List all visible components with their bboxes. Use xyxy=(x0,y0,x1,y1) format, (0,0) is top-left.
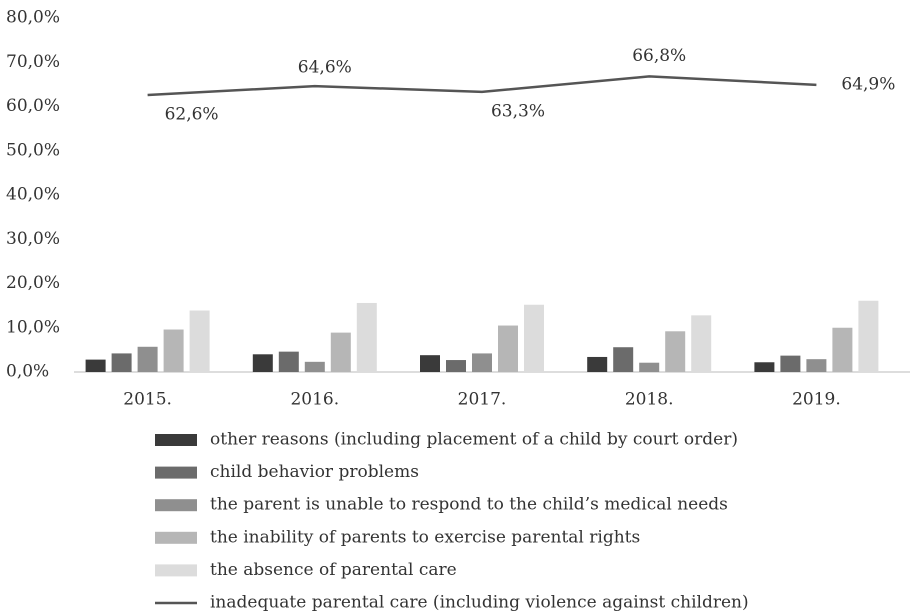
bar xyxy=(304,361,325,372)
x-tick-label: 2015. xyxy=(123,390,172,410)
bar xyxy=(613,347,634,372)
legend-swatch xyxy=(155,466,197,479)
x-tick-label: 2016. xyxy=(290,390,339,410)
y-tick-label: 0,0% xyxy=(6,362,49,382)
bar xyxy=(137,346,158,372)
bar xyxy=(587,356,608,372)
line xyxy=(147,75,817,97)
bar xyxy=(163,329,184,372)
legend-swatch xyxy=(155,564,197,577)
bar xyxy=(472,353,492,372)
x-tick-label: 2019. xyxy=(792,390,841,410)
x-tick-label: 2018. xyxy=(625,390,674,410)
bar xyxy=(189,310,210,372)
bar xyxy=(356,302,377,372)
data-label: 62,6% xyxy=(165,104,219,124)
legend-label: inadequate parental care (including viol… xyxy=(210,593,749,611)
bar xyxy=(278,351,299,372)
bar xyxy=(665,331,686,372)
legend-label: other reasons (including placement of a … xyxy=(210,430,738,450)
bar xyxy=(858,300,879,372)
legend-swatch xyxy=(155,531,197,544)
bar xyxy=(639,362,660,372)
data-label: 63,3% xyxy=(491,101,545,121)
legend-swatch xyxy=(155,499,197,512)
bar xyxy=(498,325,518,372)
data-label: 66,8% xyxy=(632,46,686,66)
bar xyxy=(806,359,827,372)
bar xyxy=(330,332,351,372)
bar xyxy=(754,362,775,372)
legend-label: the parent is unable to respond to the c… xyxy=(210,495,728,515)
legend-label: the absence of parental care xyxy=(210,560,457,580)
y-tick-label: 20,0% xyxy=(6,273,60,293)
y-tick-label: 60,0% xyxy=(6,96,60,116)
x-tick-label: 2017. xyxy=(458,390,507,410)
legend-label: child behavior problems xyxy=(210,462,419,482)
bar xyxy=(691,315,712,372)
bar xyxy=(420,355,440,372)
y-tick-label: 10,0% xyxy=(6,317,60,337)
y-tick-label: 40,0% xyxy=(6,185,60,205)
y-tick-label: 80,0% xyxy=(6,8,60,28)
y-tick-label: 30,0% xyxy=(6,229,60,249)
data-label: 64,6% xyxy=(298,58,352,78)
bar xyxy=(832,327,853,372)
bar xyxy=(446,360,466,372)
bar xyxy=(780,355,801,372)
bar xyxy=(252,354,273,372)
legend-swatch xyxy=(155,434,197,446)
bar xyxy=(524,304,544,372)
bar xyxy=(111,353,132,372)
y-tick-label: 50,0% xyxy=(6,140,60,160)
legend-label: the inability of parents to exercise par… xyxy=(210,527,640,547)
data-label: 64,9% xyxy=(841,74,895,94)
y-tick-label: 70,0% xyxy=(6,52,60,72)
bar xyxy=(85,359,106,372)
